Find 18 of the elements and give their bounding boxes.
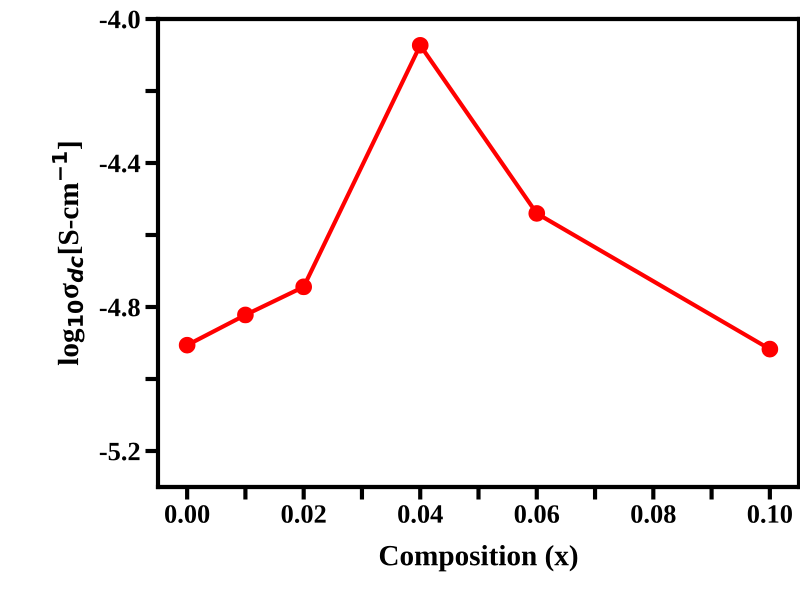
point: [528, 205, 546, 222]
y-tick-label: -4.8: [100, 298, 140, 317]
y-axis-title: log$_{10}$σ$_{dc}$[S-cm$^{−1}$]: [52, 142, 85, 366]
x-tick-label: 0.02: [282, 505, 326, 524]
x-axis-title: Composition (x): [380, 544, 578, 572]
point: [762, 340, 778, 358]
point: [178, 336, 196, 354]
x-tick-label: 0.00: [165, 505, 210, 524]
point: [237, 306, 254, 324]
x-tick-label: 0.08: [631, 505, 676, 524]
y-tick-label: -5.2: [100, 442, 140, 461]
point: [412, 36, 429, 54]
y-tick-label: -4.4: [100, 154, 140, 173]
x-tick-label: 0.06: [514, 505, 560, 524]
point: [295, 278, 312, 296]
y-tick-label: -4.0: [100, 10, 140, 29]
x-tick-label: 0.10: [748, 505, 792, 524]
x-tick-label: 0.04: [398, 505, 443, 524]
